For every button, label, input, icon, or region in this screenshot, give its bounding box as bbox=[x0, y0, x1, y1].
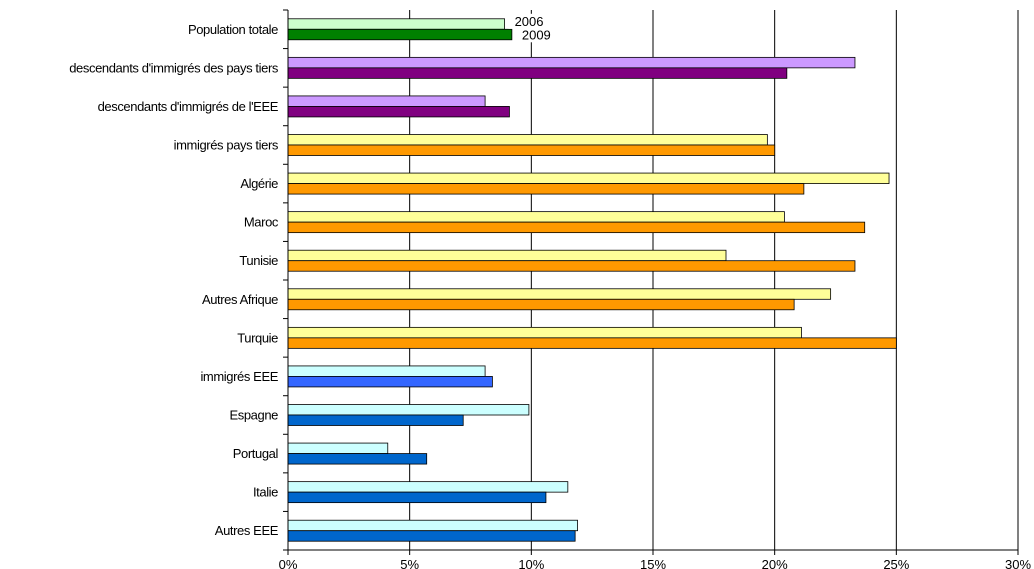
bar-2006 bbox=[287, 172, 890, 184]
x-tick-label: 15% bbox=[640, 557, 666, 569]
bar-2006 bbox=[287, 95, 486, 107]
bar-2006 bbox=[287, 249, 727, 262]
category-label: descendants d'immigrés des pays tiers bbox=[69, 60, 279, 75]
category-label: Maroc bbox=[244, 215, 279, 230]
bar-2009 bbox=[287, 414, 464, 426]
category-label: Portugal bbox=[233, 446, 279, 461]
bar-2006 bbox=[287, 442, 389, 454]
bar-2009 bbox=[287, 28, 513, 41]
category-label: Italie bbox=[253, 485, 278, 500]
x-tick-label: 5% bbox=[400, 557, 419, 569]
series-label: 2009 bbox=[522, 27, 551, 42]
category-label: immigrés pays tiers bbox=[174, 138, 279, 153]
series-label-bg bbox=[515, 27, 556, 43]
bar-2006 bbox=[287, 326, 802, 339]
x-tick-label: 30% bbox=[1005, 557, 1031, 569]
category-label: Turquie bbox=[237, 330, 278, 345]
bar-2009 bbox=[287, 453, 428, 465]
bar-2006 bbox=[287, 288, 832, 300]
category-label: Tunisie bbox=[239, 253, 278, 268]
bar-2009 bbox=[287, 183, 805, 195]
x-tick-label: 10% bbox=[518, 557, 544, 569]
x-tick-label: 25% bbox=[883, 557, 909, 569]
bar-2009 bbox=[287, 144, 776, 156]
bar-2009 bbox=[287, 530, 576, 542]
bar-2009 bbox=[287, 337, 897, 349]
labels: 0% 5% 10% 15% 20% 25% 30% Population totale desc… bbox=[69, 13, 1031, 569]
bar-2009 bbox=[287, 376, 493, 388]
category-label: Autres Afrique bbox=[202, 292, 278, 307]
x-tick-label: 0% bbox=[279, 557, 298, 569]
bar-2006 bbox=[287, 211, 785, 223]
category-label: Espagne bbox=[229, 408, 278, 423]
bar-2006 bbox=[287, 481, 569, 493]
category-label: descendants d'immigrés de l'EEE bbox=[98, 99, 279, 114]
bar-2009 bbox=[287, 491, 547, 504]
category-label: Autres EEE bbox=[215, 523, 279, 538]
bar-2006 bbox=[287, 134, 768, 146]
bar-2006 bbox=[287, 18, 505, 30]
x-tick-label: 20% bbox=[762, 557, 788, 569]
category-label: immigrés EEE bbox=[200, 369, 278, 384]
bar-2009 bbox=[287, 221, 866, 234]
category-label: Algérie bbox=[240, 176, 278, 191]
series-label-bg bbox=[508, 13, 549, 29]
bar-2006 bbox=[287, 519, 578, 532]
bar-2009 bbox=[287, 67, 788, 79]
axes bbox=[283, 9, 1019, 555]
bar-2009 bbox=[287, 260, 856, 272]
category-label: Population totale bbox=[188, 22, 278, 37]
bar-2009 bbox=[287, 106, 510, 118]
series-label: 2006 bbox=[515, 14, 544, 29]
bar-2006 bbox=[287, 56, 856, 69]
bar-2006 bbox=[287, 365, 486, 377]
bar-2006 bbox=[287, 404, 530, 416]
bar-2009 bbox=[287, 298, 795, 311]
